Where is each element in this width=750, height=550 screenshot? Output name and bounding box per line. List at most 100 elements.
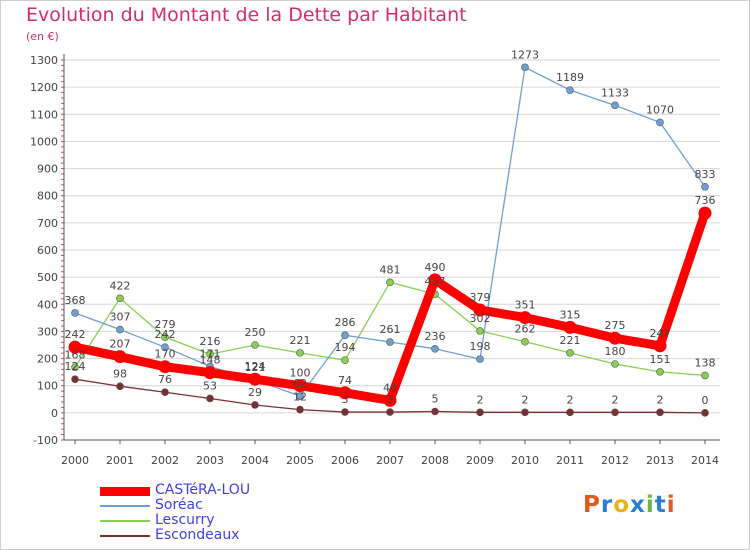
data-label: 736 xyxy=(695,194,716,207)
data-label: 833 xyxy=(695,168,716,181)
data-point xyxy=(248,372,262,386)
data-label: 2 xyxy=(612,393,619,406)
data-label: 279 xyxy=(155,318,176,331)
data-label: 275 xyxy=(605,319,626,332)
x-tick-label: 2006 xyxy=(331,454,359,467)
data-point xyxy=(608,331,622,345)
x-tick-label: 2003 xyxy=(196,454,224,467)
data-point xyxy=(611,101,619,110)
logo-letter: r xyxy=(600,492,614,518)
y-axis-ticks: -100 0 100 200 300 400 500 600 700 800 900 1000 1100… xyxy=(30,54,58,447)
data-point xyxy=(251,341,259,349)
data-label: 315 xyxy=(560,308,581,321)
x-tick-label: 2014 xyxy=(691,454,719,467)
data-point xyxy=(71,363,79,372)
data-point xyxy=(656,368,664,376)
y-tick-label: 500 xyxy=(37,271,58,284)
data-point xyxy=(521,408,529,417)
data-point xyxy=(611,408,619,417)
y-tick-label: 1300 xyxy=(30,54,58,67)
data-label: 2 xyxy=(477,393,484,406)
y-tick-label: -100 xyxy=(33,434,58,447)
data-label: 29 xyxy=(248,386,262,399)
data-point xyxy=(386,408,394,416)
data-label: 1273 xyxy=(511,48,539,61)
x-axis-ticks: 2000 2001 2002 2003 2004 2005 2006 2007 2008 2009… xyxy=(61,454,719,467)
data-point xyxy=(701,371,709,380)
data-label: 46 xyxy=(383,381,397,394)
data-label: 286 xyxy=(335,316,356,329)
data-point xyxy=(338,386,352,400)
data-point xyxy=(116,325,124,334)
y-tick-label: 800 xyxy=(37,190,58,203)
data-label: 2 xyxy=(522,393,529,406)
data-label: 124 xyxy=(245,360,266,373)
legend-label: Soréac xyxy=(155,497,203,513)
data-label: 138 xyxy=(695,356,716,369)
data-point xyxy=(293,379,307,393)
data-point xyxy=(341,331,349,340)
data-label: 2 xyxy=(657,393,664,406)
data-label: 368 xyxy=(65,294,86,307)
data-label: 351 xyxy=(515,299,536,312)
data-label: 1070 xyxy=(646,103,674,116)
logo-letter: i xyxy=(645,492,655,518)
data-point xyxy=(521,63,529,72)
logo-letter: t xyxy=(654,492,667,518)
x-tick-label: 2005 xyxy=(286,454,314,467)
y-tick-label: 1100 xyxy=(30,108,58,121)
data-point xyxy=(476,355,484,363)
data-point xyxy=(566,408,574,417)
data-label: 221 xyxy=(560,334,581,347)
data-point xyxy=(296,349,304,357)
data-label: 216 xyxy=(200,335,221,348)
data-point xyxy=(701,409,709,417)
data-point xyxy=(386,278,394,287)
data-label: 3 xyxy=(342,393,349,406)
data-point xyxy=(521,337,529,346)
data-label: 148 xyxy=(200,354,221,367)
data-point xyxy=(473,303,487,317)
data-label: 124 xyxy=(65,360,86,373)
axes xyxy=(61,54,720,444)
data-point xyxy=(116,294,124,303)
data-label: 490 xyxy=(425,261,446,274)
line-chart: -100010020030040050060070080090010001100… xyxy=(30,48,720,467)
x-tick-label: 2011 xyxy=(556,454,584,467)
data-label: 180 xyxy=(605,345,626,358)
data-label: 262 xyxy=(515,323,536,336)
x-tick-label: 2004 xyxy=(241,454,269,467)
data-label: 100 xyxy=(290,367,311,380)
data-label: 2 xyxy=(567,393,574,406)
data-point xyxy=(698,206,712,220)
data-point xyxy=(431,407,439,416)
y-tick-label: 1200 xyxy=(30,81,58,94)
data-labels: 242 207 170 148 124 100 74 46 490 379 351 315 275 247… xyxy=(65,48,716,407)
data-point xyxy=(386,338,394,346)
data-point xyxy=(563,320,577,334)
data-label: 1133 xyxy=(601,86,629,99)
data-label: 151 xyxy=(650,353,671,366)
data-point xyxy=(341,408,349,416)
x-tick-label: 2009 xyxy=(466,454,494,467)
data-point xyxy=(296,405,304,414)
data-point xyxy=(251,401,259,409)
y-tick-label: 200 xyxy=(37,353,58,366)
data-label: 207 xyxy=(110,338,131,351)
data-label: 242 xyxy=(65,328,86,341)
data-label: 242 xyxy=(155,328,176,341)
data-point xyxy=(68,340,82,354)
data-point xyxy=(341,356,349,365)
logo-letter: P xyxy=(583,492,601,518)
y-tick-label: 0 xyxy=(51,407,58,420)
data-label: 171 xyxy=(200,347,221,360)
data-label: 170 xyxy=(155,348,176,361)
data-point xyxy=(206,394,214,403)
data-label: 98 xyxy=(113,367,127,380)
x-tick-label: 2010 xyxy=(511,454,539,467)
data-point xyxy=(701,182,709,191)
data-label: 0 xyxy=(702,394,709,407)
data-point xyxy=(71,309,79,317)
data-point xyxy=(158,360,172,374)
data-label: 221 xyxy=(290,334,311,347)
